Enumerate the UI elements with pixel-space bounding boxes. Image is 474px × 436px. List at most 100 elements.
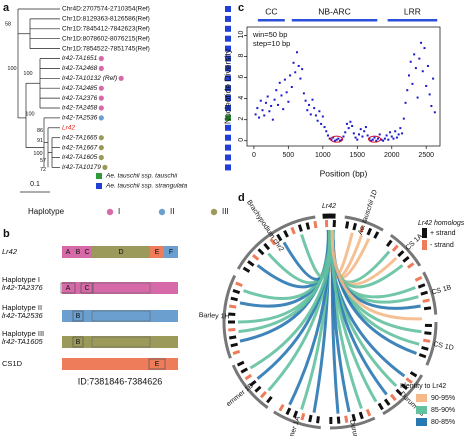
point bbox=[259, 99, 262, 102]
point bbox=[328, 137, 331, 140]
point bbox=[277, 103, 280, 106]
homolog-mark bbox=[395, 388, 403, 396]
domain-label: F bbox=[169, 249, 173, 256]
chromosome-arc bbox=[236, 215, 316, 270]
leaf-label: Chr4D:2707574-2710354(Ref) bbox=[62, 6, 150, 13]
segment-label: Lr42 bbox=[322, 203, 336, 210]
region-id: ID:7381846-7384626 bbox=[78, 376, 163, 386]
chromosome-arc bbox=[382, 374, 424, 416]
legend-label: Ae. tauschii ssp. strangulata bbox=[105, 183, 188, 190]
chromosome-arc bbox=[231, 364, 269, 409]
homolog-mark bbox=[230, 342, 238, 348]
point bbox=[345, 122, 348, 125]
homolog-mark bbox=[424, 331, 432, 336]
leaf-label: lr42-TA2458 bbox=[62, 105, 98, 112]
leaf-label: lr42-TA1667 bbox=[62, 144, 98, 151]
homolog-mark bbox=[391, 244, 399, 252]
point bbox=[299, 77, 302, 80]
support-value: 86 bbox=[37, 128, 43, 134]
legend-title: Identity to Lr42 bbox=[400, 383, 446, 390]
homolog-mark bbox=[423, 306, 432, 311]
domain-bar bbox=[291, 19, 378, 22]
leaf-label: lr42-TA1605 bbox=[62, 154, 98, 161]
x-tick-label: 1500 bbox=[349, 152, 365, 159]
point bbox=[256, 107, 259, 110]
homolog-mark bbox=[240, 367, 249, 374]
homolog-mark bbox=[257, 248, 265, 256]
domain-name: LRR bbox=[404, 6, 421, 16]
row-id: lr42-TA2536 bbox=[2, 311, 44, 320]
leaf-label: lr42-TA10179 bbox=[62, 164, 101, 171]
region-box bbox=[91, 336, 151, 348]
homolog-mark bbox=[228, 312, 236, 317]
homolog-mark bbox=[377, 402, 384, 411]
segment-label: Ae. tauschii 1D bbox=[357, 189, 379, 237]
highlight bbox=[368, 135, 382, 143]
subspecies-square bbox=[225, 134, 231, 141]
point bbox=[330, 138, 333, 141]
point bbox=[280, 94, 283, 97]
point bbox=[337, 137, 340, 140]
point bbox=[409, 60, 412, 63]
homolog-mark bbox=[366, 227, 373, 236]
homolog-mark bbox=[422, 298, 430, 303]
haplotype-swatch bbox=[158, 208, 166, 216]
point bbox=[271, 118, 274, 121]
homolog-mark bbox=[300, 412, 306, 421]
homolog-mark bbox=[417, 283, 426, 289]
homolog-mark bbox=[269, 238, 277, 246]
point bbox=[304, 99, 307, 102]
y-tick-label: 2 bbox=[238, 117, 245, 121]
homolog-mark bbox=[232, 289, 241, 295]
region-box bbox=[91, 282, 151, 294]
homolog-mark bbox=[236, 360, 245, 367]
row-id: lr42-TA2376 bbox=[2, 283, 44, 292]
homolog-mark bbox=[414, 275, 423, 282]
scale-label: 0.1 bbox=[30, 181, 40, 188]
ribbon bbox=[330, 229, 422, 321]
domain bbox=[74, 246, 82, 258]
x-axis-label: Position (bp) bbox=[320, 168, 368, 178]
homolog-mark bbox=[252, 253, 260, 261]
point bbox=[430, 104, 433, 107]
point bbox=[407, 74, 410, 77]
point bbox=[366, 134, 369, 137]
point bbox=[382, 139, 385, 142]
homolog-mark bbox=[344, 415, 349, 423]
point bbox=[390, 135, 393, 138]
point bbox=[433, 111, 436, 114]
homolog-mark bbox=[351, 413, 357, 422]
domain-bar bbox=[257, 19, 285, 22]
point bbox=[295, 51, 298, 54]
x-tick-label: 0 bbox=[252, 152, 256, 159]
point bbox=[311, 98, 314, 101]
point bbox=[308, 103, 311, 106]
homolog-mark bbox=[406, 262, 415, 269]
domain-bar bbox=[387, 19, 438, 22]
homolog-mark bbox=[292, 410, 299, 419]
legend-label: 85-90% bbox=[431, 407, 455, 414]
haplotype-dot bbox=[98, 145, 104, 151]
segment-label: CS 1A bbox=[405, 233, 425, 252]
domain-label: A bbox=[66, 285, 71, 292]
point bbox=[297, 64, 300, 67]
row-name: Lr42 bbox=[2, 247, 18, 256]
panel-label: c bbox=[238, 2, 244, 14]
point bbox=[387, 138, 390, 141]
point bbox=[395, 136, 398, 139]
point bbox=[402, 117, 405, 120]
point bbox=[321, 115, 324, 118]
point bbox=[397, 133, 400, 136]
chromosome-arc bbox=[329, 416, 376, 430]
point bbox=[385, 134, 388, 137]
domain-box bbox=[72, 310, 84, 322]
point bbox=[364, 126, 367, 129]
subspecies-square bbox=[225, 25, 231, 32]
homolog-mark bbox=[290, 226, 296, 235]
homolog-mark bbox=[232, 349, 241, 355]
gene-bar bbox=[62, 358, 178, 370]
point bbox=[275, 89, 278, 92]
chromosome-arc bbox=[389, 233, 422, 267]
subspecies-square bbox=[225, 124, 231, 131]
